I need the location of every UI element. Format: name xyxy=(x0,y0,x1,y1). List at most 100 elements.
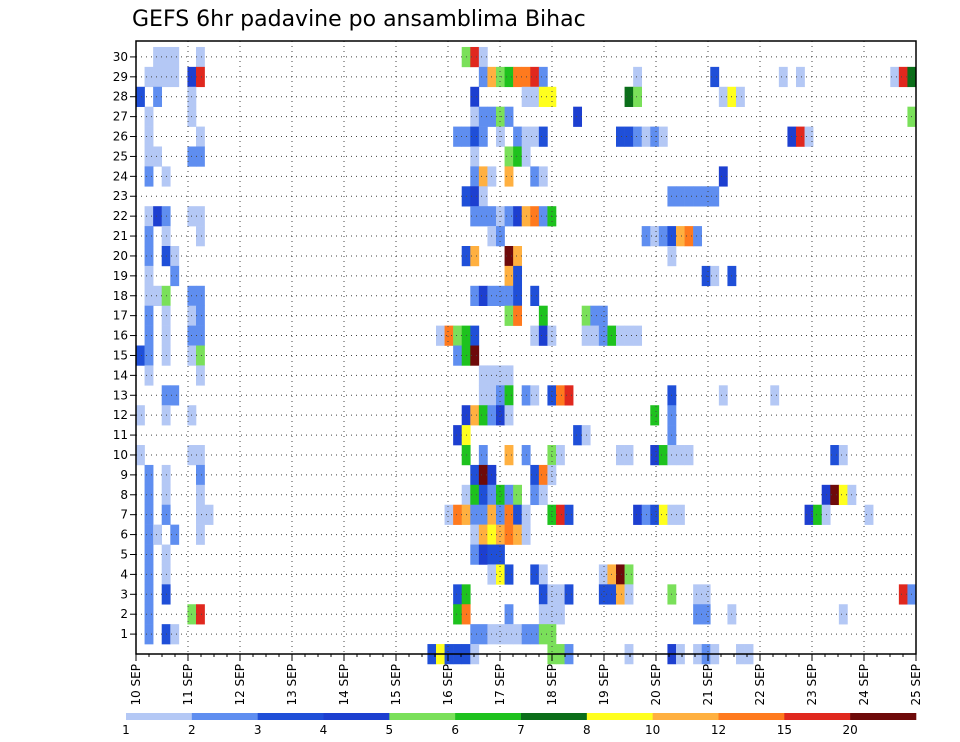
heatmap-cell xyxy=(453,584,463,605)
heatmap-cell xyxy=(496,365,505,386)
heatmap-cell xyxy=(196,305,205,326)
heatmap-cell xyxy=(684,186,694,207)
x-axis-ticks: 10 SEP 11 SEP 12 SEP 13 SEP 14 SEP 15 SEP 16 S… xyxy=(129,654,923,706)
x-tick-label: 25 SEP xyxy=(909,664,923,706)
heatmap-cell xyxy=(436,325,445,346)
y-tick-label: 12 xyxy=(113,408,128,422)
heatmap-cell xyxy=(504,166,514,187)
heatmap-cell xyxy=(470,206,480,227)
y-tick-label: 17 xyxy=(113,309,128,323)
heatmap-cell xyxy=(538,325,548,346)
x-tick-label: 18 SEP xyxy=(545,664,559,706)
heatmap-cell xyxy=(170,246,180,267)
heatmap-cell xyxy=(650,126,660,147)
heatmap-cell xyxy=(470,524,480,545)
heatmap-cell xyxy=(598,325,608,346)
heatmap-cell xyxy=(144,146,154,167)
heatmap-cell xyxy=(153,46,163,68)
heatmap-cell xyxy=(530,66,540,88)
heatmap-cell xyxy=(538,66,548,88)
heatmap-cell xyxy=(478,504,488,525)
heatmap-cell xyxy=(778,66,788,88)
heatmap-cell xyxy=(470,166,480,187)
y-tick-label: 26 xyxy=(113,130,128,144)
y-tick-label: 16 xyxy=(113,329,128,343)
heatmap-cell xyxy=(796,126,805,147)
heatmap-cell xyxy=(496,624,505,645)
heatmap-cell xyxy=(144,504,154,525)
heatmap-cell xyxy=(453,345,463,366)
heatmap-cell xyxy=(830,445,840,466)
y-tick-label: 21 xyxy=(113,229,128,243)
heatmap-cell xyxy=(676,504,685,525)
heatmap-cell xyxy=(513,66,523,88)
heatmap-cell xyxy=(470,285,480,306)
heatmap-cell xyxy=(196,146,205,167)
heatmap-cell xyxy=(598,584,608,605)
heatmap-cell xyxy=(718,385,728,406)
heatmap-cell xyxy=(556,504,565,525)
heatmap-cell xyxy=(624,445,634,466)
colorbar-swatch xyxy=(455,713,522,720)
heatmap-cell xyxy=(470,126,480,147)
heatmap-cell xyxy=(478,445,488,466)
heatmap-cell xyxy=(144,106,154,127)
heatmap-cell xyxy=(196,206,205,227)
heatmap-cell xyxy=(718,166,728,187)
heatmap-cell xyxy=(513,524,523,545)
heatmap-cell xyxy=(496,504,505,525)
heatmap-cell xyxy=(144,206,154,227)
heatmap-cell xyxy=(478,126,488,147)
heatmap-cell xyxy=(864,504,874,525)
heatmap-cell xyxy=(478,405,488,426)
heatmap-cell xyxy=(144,544,154,565)
grid-lines xyxy=(136,41,916,654)
heatmap-cell xyxy=(153,86,163,107)
y-tick-label: 11 xyxy=(113,428,128,442)
heatmap-cell xyxy=(898,66,908,88)
heatmap-cell xyxy=(504,305,514,326)
heatmap-cell xyxy=(504,504,514,525)
x-tick-label: 21 SEP xyxy=(701,664,715,706)
heatmap-cell xyxy=(650,226,660,247)
y-tick-label: 22 xyxy=(113,209,128,223)
heatmap-cell xyxy=(470,345,480,366)
heatmap-cell xyxy=(530,325,540,346)
heatmap-cell xyxy=(470,504,480,525)
heatmap-cell xyxy=(144,265,154,287)
heatmap-cell xyxy=(504,405,514,426)
heatmap-cell xyxy=(136,405,145,426)
heatmap-cell xyxy=(478,544,488,565)
heatmap-cell xyxy=(144,624,154,645)
heatmap-cell xyxy=(504,484,514,506)
heatmap-cell xyxy=(616,325,625,346)
heatmap-cell xyxy=(710,186,720,207)
x-tick-label: 22 SEP xyxy=(753,664,767,706)
heatmap-cell xyxy=(144,604,154,625)
colorbar-swatch xyxy=(323,713,390,720)
heatmap-cell xyxy=(650,504,660,525)
heatmap-cell xyxy=(196,345,205,366)
heatmap-cell xyxy=(444,325,454,346)
heatmap-cell xyxy=(693,226,703,247)
colorbar-label: 15 xyxy=(777,723,792,737)
heatmap-cell xyxy=(530,464,540,486)
heatmap-cell xyxy=(504,524,514,545)
heatmap-cell xyxy=(633,325,643,346)
heatmap-cell xyxy=(144,345,154,366)
colorbar-label: 4 xyxy=(320,723,328,737)
heatmap-cell xyxy=(144,246,154,267)
heatmap-cell xyxy=(658,504,668,525)
y-tick-label: 23 xyxy=(113,189,128,203)
chart-title: GEFS 6hr padavine po ansamblima Bihac xyxy=(132,7,586,32)
heatmap-cell xyxy=(170,66,180,88)
heatmap-cell xyxy=(538,126,548,147)
heatmap-cell xyxy=(624,325,634,346)
heatmap-cell xyxy=(153,66,163,88)
y-tick-label: 24 xyxy=(113,169,128,183)
heatmap-cell xyxy=(170,524,180,545)
colorbar-label: 6 xyxy=(451,723,459,737)
heatmap-cell xyxy=(196,365,205,386)
heatmap-cell xyxy=(478,106,488,127)
